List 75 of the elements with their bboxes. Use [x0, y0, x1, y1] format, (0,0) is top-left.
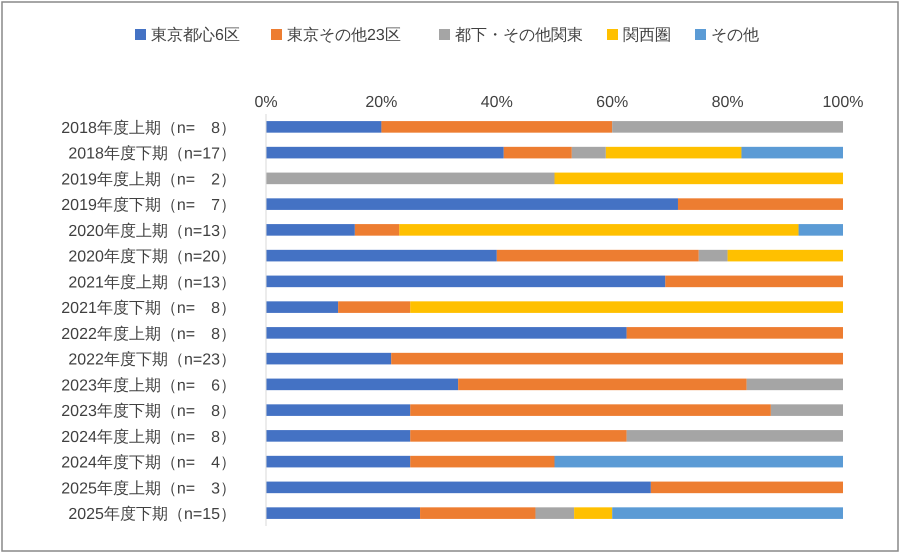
y-tick-label: 2023年度下期（n= 8） — [61, 402, 236, 420]
bar — [698, 250, 728, 262]
bar — [612, 507, 843, 519]
bar — [266, 146, 504, 158]
y-tick-label: 2024年度下期（n= 4） — [61, 454, 236, 472]
legend-label: 東京その他23区 — [287, 26, 401, 44]
bar — [399, 224, 799, 236]
bar — [770, 404, 843, 416]
bar — [665, 276, 843, 288]
bar — [266, 224, 355, 236]
bar — [266, 276, 666, 288]
legend-label: その他 — [711, 27, 759, 44]
bar — [266, 456, 410, 468]
bar — [410, 456, 554, 468]
bar — [266, 172, 554, 184]
bar — [266, 404, 410, 416]
bar — [410, 404, 771, 416]
bar — [504, 146, 572, 158]
bar — [266, 507, 420, 519]
y-tick-label: 2019年度上期（n= 2） — [61, 170, 236, 188]
bar — [746, 378, 843, 390]
y-tick-label: 2018年度上期（n= 8） — [61, 118, 236, 137]
bar — [381, 121, 612, 133]
x-tick-label: 20% — [365, 94, 398, 111]
bar — [266, 482, 651, 494]
bar — [410, 301, 843, 313]
bar — [626, 327, 843, 339]
x-tick-label: 40% — [480, 94, 513, 111]
bar — [496, 250, 699, 262]
bar — [606, 146, 742, 158]
bar — [266, 430, 410, 442]
bar — [410, 430, 627, 442]
bar — [266, 352, 392, 364]
bar — [266, 121, 382, 133]
y-tick-label: 2020年度下期（n=20） — [68, 248, 236, 266]
bar — [535, 507, 574, 519]
x-tick-label: 0% — [254, 94, 278, 111]
x-tick-label: 80% — [712, 94, 744, 111]
y-tick-label: 2022年度下期（n=23） — [68, 350, 236, 369]
y-tick-label: 2018年度下期（n=17） — [68, 144, 236, 163]
y-tick-label: 2021年度下期（n= 8） — [61, 299, 236, 318]
bar — [266, 301, 338, 313]
bar — [572, 146, 606, 158]
x-tick-label: 100% — [822, 94, 864, 111]
y-tick-label: 2024年度上期（n= 8） — [61, 428, 236, 446]
legend-label: 東京都心6区 — [151, 26, 240, 44]
bar — [391, 352, 843, 364]
y-tick-label: 2021年度上期（n=13） — [68, 273, 236, 292]
bar — [420, 507, 536, 519]
bar — [650, 482, 843, 494]
bar — [266, 378, 458, 390]
bar — [354, 224, 400, 236]
bar — [728, 250, 843, 262]
bar — [338, 301, 410, 313]
y-tick-label: 2023年度上期（n= 6） — [61, 376, 236, 394]
y-tick-label: 2025年度下期（n=15） — [68, 505, 236, 524]
y-tick-label: 2025年度上期（n= 3） — [61, 479, 236, 498]
bar — [741, 146, 843, 158]
legend-label: 都下・その他関東 — [455, 26, 583, 44]
bar — [574, 507, 612, 519]
bar — [798, 224, 843, 236]
bar — [626, 430, 843, 442]
legend-label: 関西圏 — [623, 27, 671, 44]
x-tick-label: 60% — [596, 94, 628, 111]
bar — [554, 456, 843, 468]
y-tick-label: 2020年度上期（n=13） — [68, 222, 236, 240]
bar — [266, 198, 678, 210]
bar — [612, 121, 843, 133]
bar — [458, 378, 747, 390]
bar — [554, 172, 843, 184]
bar — [266, 250, 497, 262]
y-tick-label: 2019年度下期（n= 7） — [61, 196, 236, 214]
y-tick-label: 2022年度上期（n= 8） — [61, 324, 236, 343]
bar — [678, 198, 843, 210]
bar — [266, 327, 627, 339]
